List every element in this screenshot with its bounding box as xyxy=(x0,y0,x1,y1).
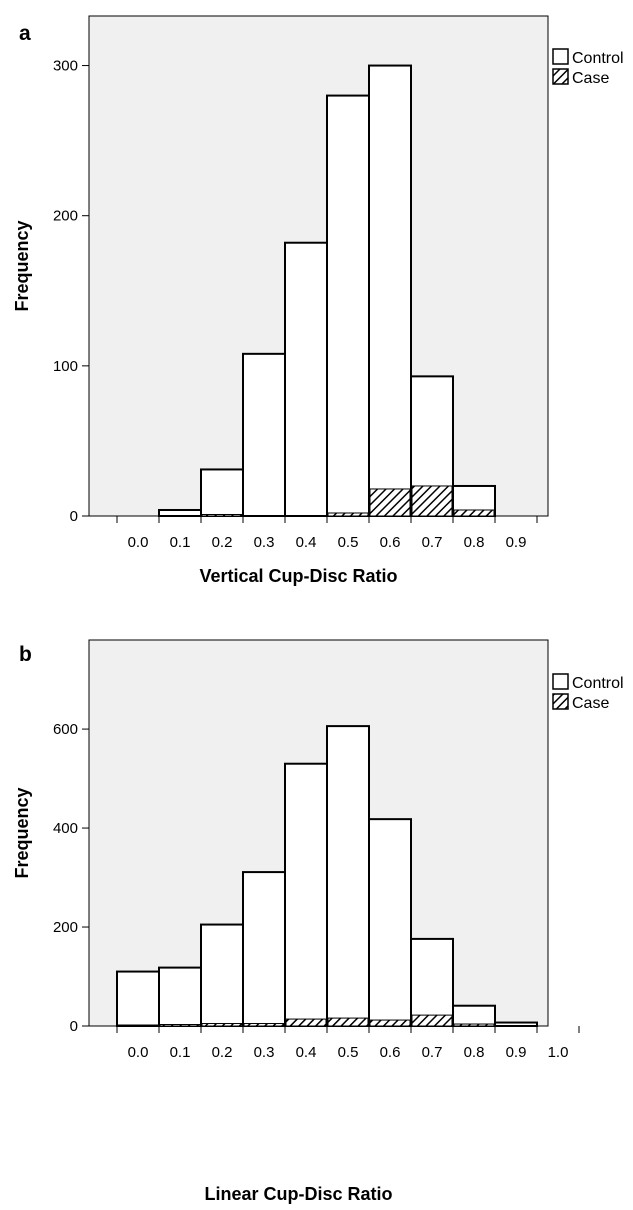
bar-case-a-1 xyxy=(201,513,243,517)
legend-label-control-a: Control xyxy=(572,50,624,67)
bar-control-a-4 xyxy=(326,94,370,517)
legend-swatch-case-b xyxy=(552,693,569,710)
x-tick-label-a-3: 0.3 xyxy=(254,534,275,551)
x-tick-label-b-10: 1.0 xyxy=(548,1044,569,1061)
y-axis-title-a: Frequency xyxy=(12,220,32,311)
x-tick-label-a-9: 0.9 xyxy=(506,534,527,551)
x-tick-label-b-1: 0.1 xyxy=(170,1044,191,1061)
legend-swatch-control-b xyxy=(552,673,569,690)
x-tick-label-a-7: 0.7 xyxy=(422,534,443,551)
x-tick-label-b-2: 0.2 xyxy=(212,1044,233,1061)
legend-label-case-a: Case xyxy=(572,70,609,87)
bar-case-a-4 xyxy=(327,512,369,517)
x-tick-label-a-4: 0.4 xyxy=(296,534,317,551)
bar-control-a-3 xyxy=(284,241,328,518)
y-tick-label-a-0: 0 xyxy=(70,508,78,525)
bar-control-a-0 xyxy=(158,508,202,517)
x-tick-label-b-0: 0.0 xyxy=(128,1044,149,1061)
x-tick-label-a-5: 0.5 xyxy=(338,534,359,551)
y-tick-label-b-2: 400 xyxy=(53,820,78,837)
y-tick-label-b-1: 200 xyxy=(53,919,78,936)
x-axis-title-b: Linear Cup-Disc Ratio xyxy=(204,1184,392,1204)
bar-case-b-7 xyxy=(411,1014,453,1027)
x-axis-title-a: Vertical Cup-Disc Ratio xyxy=(199,566,397,586)
bar-control-b-2 xyxy=(200,923,244,1027)
bar-control-b-4 xyxy=(284,762,328,1027)
panel-letter-b: b xyxy=(19,643,32,666)
bar-case-b-8 xyxy=(453,1023,495,1027)
bar-case-a-6 xyxy=(411,485,453,517)
bar-case-a-7 xyxy=(453,509,495,517)
x-tick-label-a-1: 0.1 xyxy=(170,534,191,551)
bar-control-a-5 xyxy=(368,64,412,517)
x-tick-label-b-5: 0.5 xyxy=(338,1044,359,1061)
bar-case-b-0 xyxy=(117,1024,159,1027)
bar-case-b-4 xyxy=(285,1018,327,1027)
bar-case-b-6 xyxy=(369,1019,411,1027)
bar-control-b-7 xyxy=(410,937,454,1028)
bar-case-b-3 xyxy=(243,1023,285,1027)
legend-label-case-b: Case xyxy=(572,695,609,712)
x-tick-label-a-0: 0.0 xyxy=(128,534,149,551)
bar-control-b-1 xyxy=(158,966,202,1027)
x-tick-label-a-2: 0.2 xyxy=(212,534,233,551)
legend-label-control-b: Control xyxy=(572,675,624,692)
legend-swatch-case-a xyxy=(552,68,569,85)
legend-swatch-control-a xyxy=(552,48,569,65)
x-tick-label-b-8: 0.8 xyxy=(464,1044,485,1061)
bar-control-b-0 xyxy=(116,970,160,1027)
x-tick-label-b-9: 0.9 xyxy=(506,1044,527,1061)
bar-control-b-8 xyxy=(452,1004,496,1028)
bar-control-b-3 xyxy=(242,871,286,1027)
y-axis-title-b: Frequency xyxy=(12,787,32,878)
bar-control-b-5 xyxy=(326,725,370,1027)
y-tick-label-a-2: 200 xyxy=(53,208,78,225)
y-tick-label-a-3: 300 xyxy=(53,58,78,75)
x-tick-label-a-8: 0.8 xyxy=(464,534,485,551)
y-tick-label-b-3: 600 xyxy=(53,721,78,738)
bar-control-a-1 xyxy=(200,468,244,518)
bar-control-b-6 xyxy=(368,818,412,1028)
bar-case-a-5 xyxy=(369,488,411,517)
y-tick-label-b-0: 0 xyxy=(70,1018,78,1035)
bar-case-b-2 xyxy=(201,1023,243,1027)
x-tick-label-b-3: 0.3 xyxy=(254,1044,275,1061)
x-tick-label-b-4: 0.4 xyxy=(296,1044,317,1061)
bar-case-b-1 xyxy=(159,1024,201,1027)
bar-case-b-5 xyxy=(327,1017,369,1027)
x-tick-label-b-7: 0.7 xyxy=(422,1044,443,1061)
x-tick-label-b-6: 0.6 xyxy=(380,1044,401,1061)
bar-control-b-9 xyxy=(494,1021,538,1027)
panel-letter-a: a xyxy=(19,22,31,45)
bar-control-a-2 xyxy=(242,352,286,517)
x-tick-label-a-6: 0.6 xyxy=(380,534,401,551)
y-tick-label-a-1: 100 xyxy=(53,358,78,375)
